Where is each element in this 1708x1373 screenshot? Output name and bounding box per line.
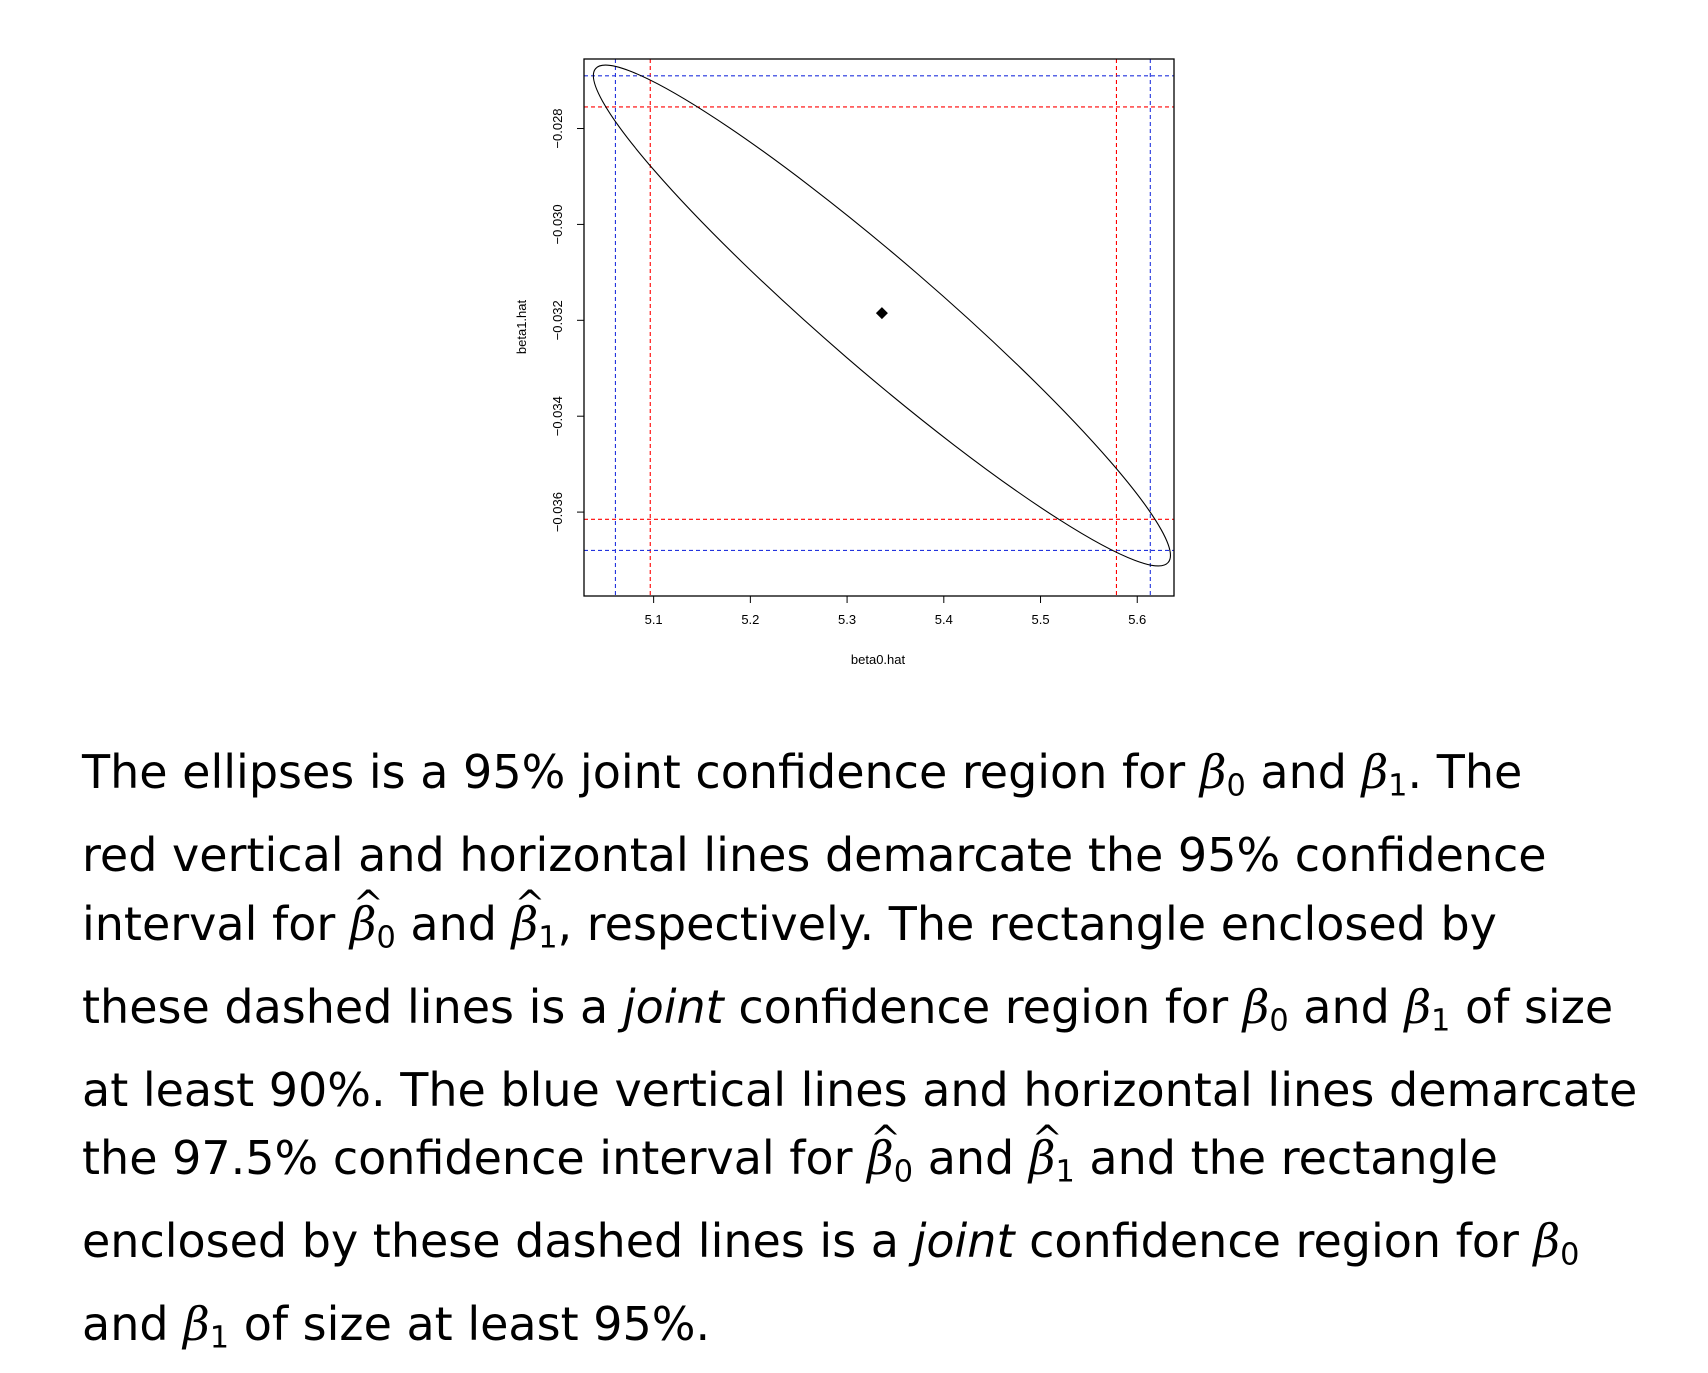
beta0-symbol: β0 bbox=[1533, 1214, 1580, 1273]
x-tick-label: 5.5 bbox=[1031, 612, 1049, 627]
beta1-symbol: β1 bbox=[1404, 979, 1451, 1039]
figure-caption: The ellipses is a 95% joint confidence r… bbox=[82, 738, 1682, 1373]
beta0-symbol: β0 bbox=[1199, 745, 1246, 804]
plot-area bbox=[584, 59, 1174, 596]
y-tick-label: −0.030 bbox=[550, 204, 565, 244]
caption-line-5: at least 90%. The blue vertical lines an… bbox=[82, 1062, 1638, 1117]
confidence-region-chart: 5.1 5.2 5.3 5.4 5.5 5.6 −0.036−0.034−0.032−0.… bbox=[514, 58, 1175, 667]
caption-line-4: these dashed lines is a joint confidence… bbox=[82, 979, 1614, 1039]
caption-line-7: enclosed by these dashed lines is a join… bbox=[82, 1214, 1580, 1273]
caption-line-1: The ellipses is a 95% joint confidence r… bbox=[82, 745, 1523, 804]
beta1-hat-symbol: β1 bbox=[1029, 1105, 1075, 1190]
beta0-hat-symbol: β0 bbox=[867, 1105, 913, 1190]
estimate-point bbox=[875, 307, 888, 320]
beta0-hat-symbol: β0 bbox=[350, 871, 396, 956]
beta0-symbol: β0 bbox=[1242, 979, 1289, 1039]
caption-line-6: the 97.5% confidence interval for β0 and… bbox=[82, 1105, 1682, 1207]
y-axis-label: beta1.hat bbox=[514, 300, 529, 355]
caption-line-3: interval for β0 and β1, respectively. Th… bbox=[82, 871, 1682, 973]
y-axis-ticks: −0.036 −0.034 −0.032 −0.030 −0.028 bbox=[550, 108, 584, 532]
caption-line-8: and β1 of size at least 95%. bbox=[82, 1297, 711, 1356]
confidence-ellipse bbox=[592, 64, 1171, 567]
x-axis-label: beta0.hat bbox=[851, 652, 906, 667]
beta1-symbol: β1 bbox=[183, 1297, 230, 1356]
x-tick-label: 5.3 bbox=[838, 612, 856, 627]
chart-marks bbox=[584, 59, 1174, 596]
y-tick-label: −0.036 bbox=[550, 492, 565, 532]
beta1-hat-symbol: β1 bbox=[512, 871, 558, 956]
x-tick-label: 5.2 bbox=[741, 612, 759, 627]
x-tick-label: 5.1 bbox=[645, 612, 663, 627]
x-tick-label: 5.4 bbox=[935, 612, 953, 627]
x-tick-label: 5.6 bbox=[1128, 612, 1146, 627]
caption-line-2: red vertical and horizontal lines demarc… bbox=[82, 828, 1547, 883]
y-tick-label: −0.032 bbox=[550, 300, 565, 340]
y-tick-label: −0.028 bbox=[550, 108, 565, 148]
y-tick-label: −0.034 bbox=[550, 396, 565, 436]
beta1-symbol: β1 bbox=[1361, 745, 1408, 804]
plot-frame bbox=[583, 58, 1175, 597]
x-axis-ticks: 5.1 5.2 5.3 5.4 5.5 5.6 bbox=[645, 596, 1146, 627]
